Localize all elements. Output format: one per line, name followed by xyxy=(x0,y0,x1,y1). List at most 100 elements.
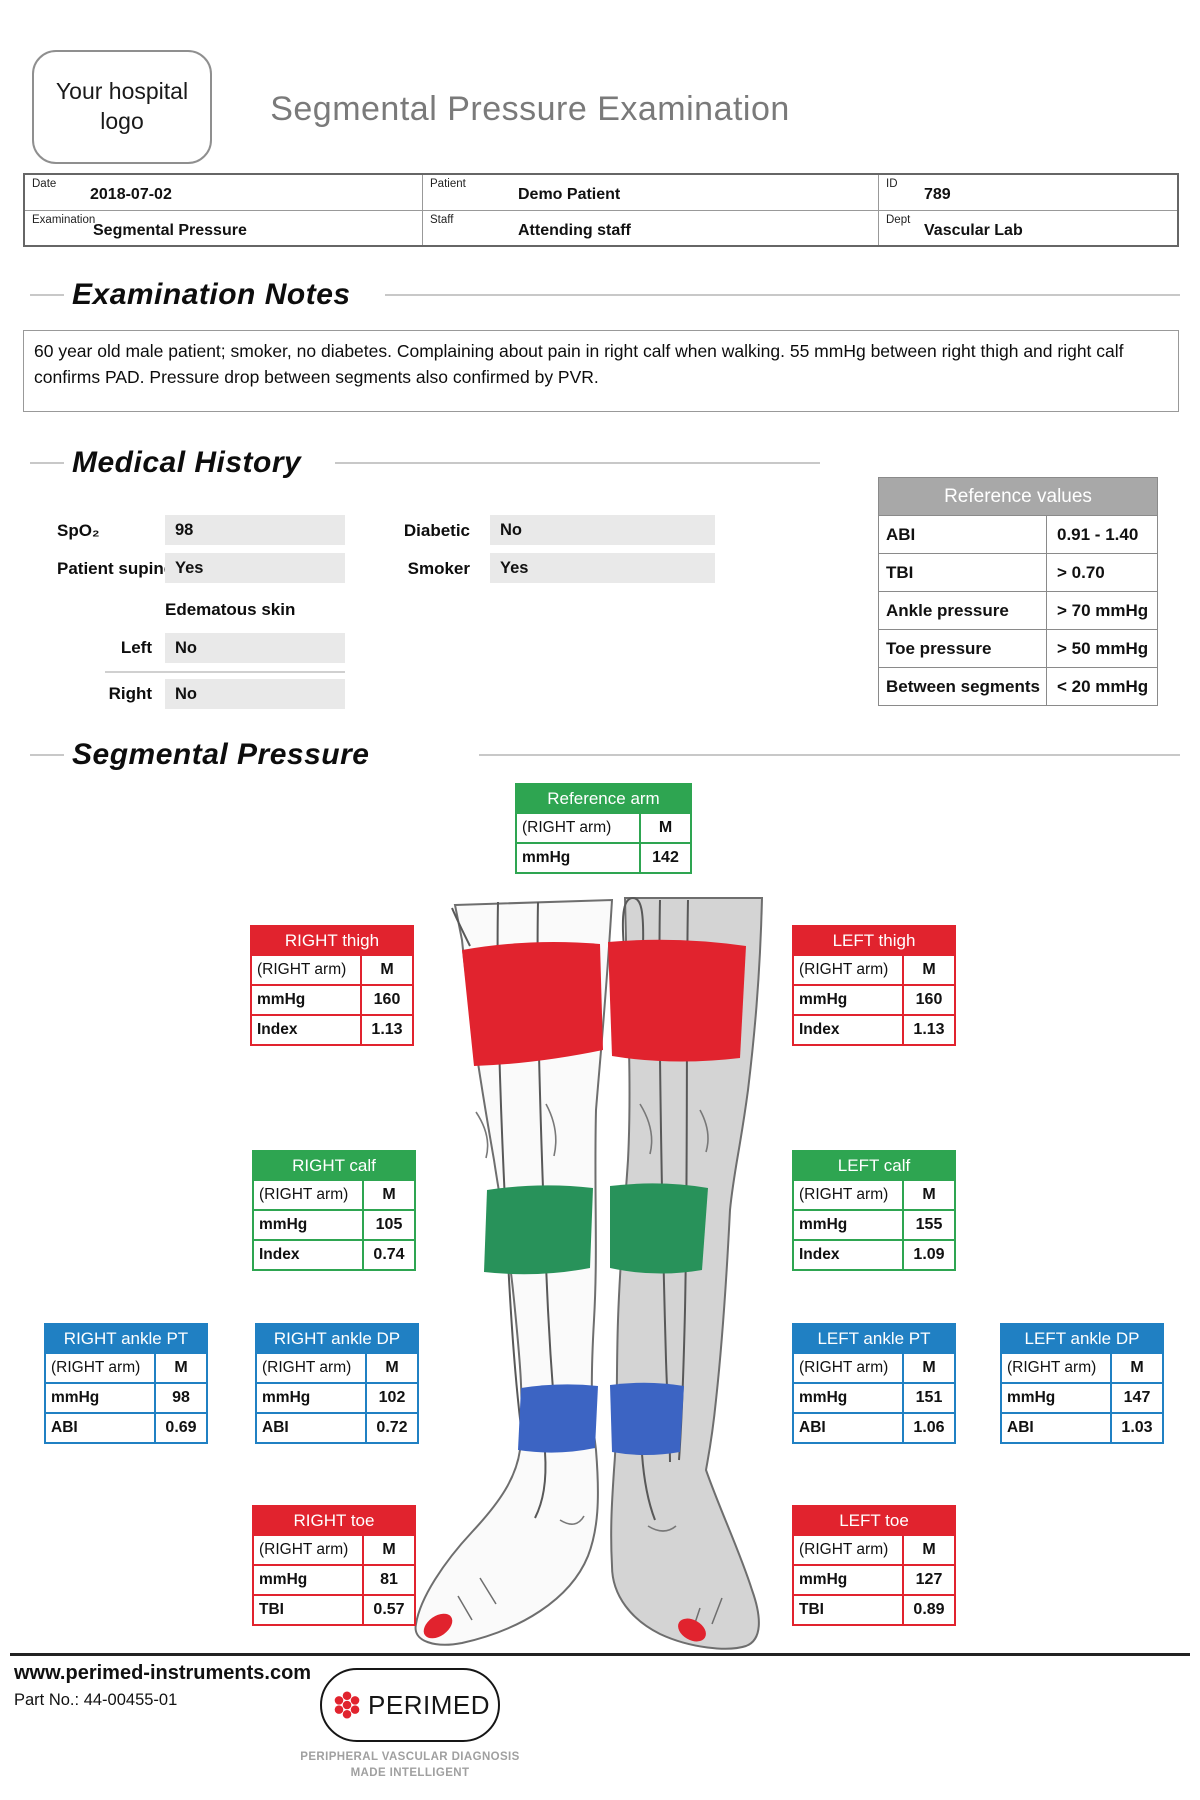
id-value: 789 xyxy=(924,186,951,203)
tagline-line2: MADE INTELLIGENT xyxy=(350,1767,470,1779)
row-label: (RIGHT arm) xyxy=(1002,1354,1112,1382)
row-value: 127 xyxy=(915,1571,943,1588)
table-row: mmHg 151 xyxy=(792,1384,956,1414)
info-cell-examination: Examination Segmental Pressure xyxy=(25,210,423,245)
left-calf-cuff xyxy=(610,1183,708,1274)
table-row: (RIGHT arm) M xyxy=(252,1181,416,1211)
footer-divider xyxy=(10,1653,1190,1656)
table-row: (RIGHT arm) M xyxy=(255,1354,419,1384)
legs-illustration xyxy=(414,896,764,1650)
info-cell-staff: Staff Attending staff xyxy=(423,210,879,245)
right-thigh-title: RIGHT thigh xyxy=(250,925,414,956)
table-row: (RIGHT arm) M xyxy=(792,956,956,986)
row-label: Index xyxy=(794,1241,904,1269)
left-ankle-pt-table: LEFT ankle PT (RIGHT arm) M mmHg 151 ABI 1.… xyxy=(792,1323,956,1444)
row-label: Index xyxy=(252,1016,362,1044)
right-ankle-dp-title: RIGHT ankle DP xyxy=(255,1323,419,1354)
row-value: 0.74 xyxy=(373,1246,405,1263)
right-toe-title: RIGHT toe xyxy=(252,1505,416,1536)
edematous-right-label: Right xyxy=(108,684,152,703)
reference-arm-title: Reference arm xyxy=(515,783,692,814)
table-row: (RIGHT arm) M xyxy=(250,956,414,986)
row-label: mmHg xyxy=(257,1384,367,1412)
row-label: mmHg xyxy=(254,1566,364,1594)
row-value: M xyxy=(922,1359,936,1376)
left-ankle-dp-title: LEFT ankle DP xyxy=(1000,1323,1164,1354)
edematous-left-label: Left xyxy=(120,638,152,657)
examination-value: Segmental Pressure xyxy=(93,222,247,239)
table-row: ABI 0.72 xyxy=(255,1414,419,1444)
ref-row-value: 0.91 - 1.40 xyxy=(1057,524,1139,544)
table-row: mmHg 147 xyxy=(1000,1384,1164,1414)
row-label: ABI xyxy=(1002,1414,1112,1442)
table-row: (RIGHT arm) M xyxy=(515,814,692,844)
section-line xyxy=(479,754,1180,756)
patient-supine-label: Patient supine xyxy=(57,559,174,578)
row-value: M xyxy=(382,1541,396,1558)
smoker-label: Smoker xyxy=(407,559,470,578)
table-row: Between segments < 20 mmHg xyxy=(879,667,1157,705)
hospital-logo: Your hospital logo xyxy=(32,50,212,164)
row-label: mmHg xyxy=(252,986,362,1014)
smoker-field: Yes xyxy=(490,553,715,583)
date-value: 2018-07-02 xyxy=(90,186,172,203)
brand-name: PERIMED xyxy=(368,1689,490,1720)
row-value: 1.09 xyxy=(913,1246,945,1263)
row-label: (RIGHT arm) xyxy=(794,1181,904,1209)
tagline-line1: PERIPHERAL VASCULAR DIAGNOSIS xyxy=(300,1751,520,1763)
row-label: (RIGHT arm) xyxy=(46,1354,156,1382)
row-value: 98 xyxy=(172,1389,190,1406)
row-value: M xyxy=(922,961,936,978)
page-title: Segmental Pressure Examination xyxy=(270,90,790,128)
perimed-logo: PERIMED xyxy=(320,1668,500,1742)
table-row: mmHg 160 xyxy=(250,986,414,1016)
row-label: mmHg xyxy=(794,986,904,1014)
row-value: 81 xyxy=(380,1571,398,1588)
table-row: Index 1.13 xyxy=(250,1016,414,1046)
row-value: M xyxy=(382,1186,396,1203)
row-value: M xyxy=(922,1186,936,1203)
right-ankle-pt-table: RIGHT ankle PT (RIGHT arm) M mmHg 98 ABI 0.… xyxy=(44,1323,208,1444)
right-ankle-dp-table: RIGHT ankle DP (RIGHT arm) M mmHg 102 ABI 0… xyxy=(255,1323,419,1444)
ref-row-label: Ankle pressure xyxy=(879,592,1047,629)
left-ankle-cuff xyxy=(610,1382,684,1455)
row-value: 147 xyxy=(1123,1389,1151,1406)
right-ankle-pt-title: RIGHT ankle PT xyxy=(44,1323,208,1354)
reference-values-title: Reference values xyxy=(879,478,1157,515)
row-value: 0.57 xyxy=(373,1601,405,1618)
patient-label: Patient xyxy=(430,178,466,190)
table-row: (RIGHT arm) M xyxy=(44,1354,208,1384)
row-label: (RIGHT arm) xyxy=(254,1181,364,1209)
examination-label: Examination xyxy=(32,214,96,226)
table-row: mmHg 98 xyxy=(44,1384,208,1414)
row-value: M xyxy=(922,1541,936,1558)
table-row: ABI 1.06 xyxy=(792,1414,956,1444)
ref-row-value: < 20 mmHg xyxy=(1057,676,1149,696)
left-toe-cuff xyxy=(678,1618,706,1642)
row-label: (RIGHT arm) xyxy=(517,814,641,842)
part-number-text: Part No.: 44-00455-01 xyxy=(14,1691,178,1709)
table-row: ABI 0.91 - 1.40 xyxy=(879,515,1157,553)
section-line xyxy=(384,294,1180,296)
examination-notes-box: 60 year old male patient; smoker, no dia… xyxy=(23,330,1179,412)
right-toe-cuff xyxy=(423,1613,453,1639)
table-row: mmHg 160 xyxy=(792,986,956,1016)
table-row: (RIGHT arm) M xyxy=(792,1536,956,1566)
row-value: 151 xyxy=(915,1389,943,1406)
table-row: TBI 0.89 xyxy=(792,1596,956,1626)
left-calf-table: LEFT calf (RIGHT arm) M mmHg 155 Index 1.09 xyxy=(792,1150,956,1271)
table-row: ABI 1.03 xyxy=(1000,1414,1164,1444)
table-row: Index 1.09 xyxy=(792,1241,956,1271)
table-row: TBI > 0.70 xyxy=(879,553,1157,591)
info-cell-id: ID 789 xyxy=(879,175,1177,210)
logo-flower-icon xyxy=(334,1691,360,1719)
examination-notes-header: Examination Notes xyxy=(30,278,1180,312)
row-value: M xyxy=(385,1359,399,1376)
edematous-divider xyxy=(105,671,345,673)
left-thigh-table: LEFT thigh (RIGHT arm) M mmHg 160 Index 1.1… xyxy=(792,925,956,1046)
row-label: (RIGHT arm) xyxy=(252,956,362,984)
ref-row-value: > 70 mmHg xyxy=(1057,600,1149,620)
section-dash xyxy=(30,462,64,464)
row-value: 0.69 xyxy=(165,1419,197,1436)
spo2-field: 98 xyxy=(165,515,345,545)
